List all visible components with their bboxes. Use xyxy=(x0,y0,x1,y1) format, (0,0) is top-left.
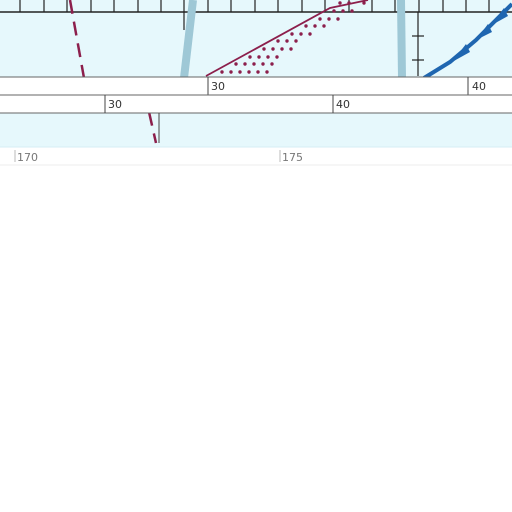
restricted-area-dots xyxy=(220,1,366,74)
airway-corridor-left xyxy=(180,0,197,79)
longitude-label-170: 170 xyxy=(17,151,38,164)
right-scale-ticks xyxy=(412,12,424,76)
lower-band-label-40: 40 xyxy=(336,98,350,111)
sea-area xyxy=(0,0,512,147)
dashed-boundary-upper xyxy=(68,0,86,79)
jet-route xyxy=(422,2,512,80)
airway-corridor-right xyxy=(397,0,406,79)
upper-band xyxy=(0,76,512,96)
upper-band-label-40: 40 xyxy=(472,80,486,93)
dashed-boundary-lower xyxy=(147,111,158,144)
top-scale-ticks xyxy=(19,0,490,30)
longitude-label-175: 175 xyxy=(282,151,303,164)
lower-band-label-30: 30 xyxy=(108,98,122,111)
restricted-area-edge xyxy=(205,0,369,77)
upper-band-label-30: 30 xyxy=(211,80,225,93)
lower-band xyxy=(0,94,512,114)
